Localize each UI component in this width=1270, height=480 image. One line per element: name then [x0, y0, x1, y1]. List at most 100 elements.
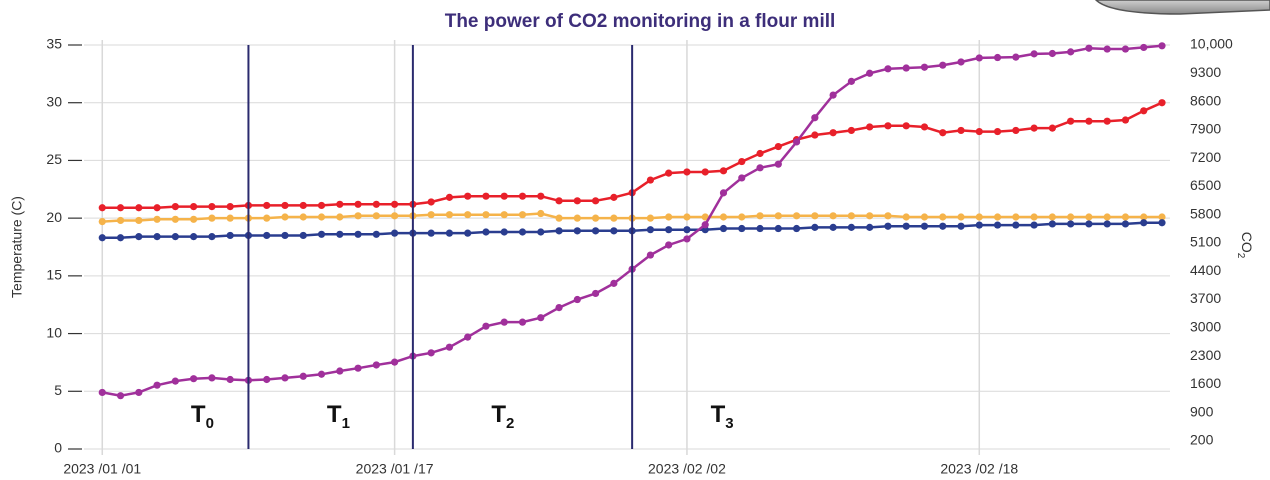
point [884, 65, 891, 72]
point [903, 64, 910, 71]
point [1049, 213, 1056, 220]
point [1085, 220, 1092, 227]
point [318, 202, 325, 209]
point [227, 376, 234, 383]
point [1012, 127, 1019, 134]
point [720, 213, 727, 220]
y-axis-label: Temperature (C) [9, 196, 25, 298]
x-tick-label: 2023 /02 /18 [940, 461, 1018, 477]
point [574, 215, 581, 222]
point [775, 143, 782, 150]
point [300, 373, 307, 380]
point [884, 223, 891, 230]
point [1067, 213, 1074, 220]
point [939, 62, 946, 69]
point [830, 212, 837, 219]
point [574, 197, 581, 204]
point [391, 212, 398, 219]
point [848, 127, 855, 134]
point [610, 280, 617, 287]
point [190, 216, 197, 223]
point [281, 232, 288, 239]
point [720, 225, 727, 232]
point [1122, 116, 1129, 123]
point [464, 211, 471, 218]
point [957, 58, 964, 65]
point [976, 128, 983, 135]
point [300, 232, 307, 239]
point [501, 193, 508, 200]
y2-axis-label-sub: 2 [1235, 253, 1246, 259]
point [720, 189, 727, 196]
point [1031, 213, 1038, 220]
point [99, 218, 106, 225]
point [428, 211, 435, 218]
grid [84, 40, 1170, 455]
point [172, 233, 179, 240]
point [976, 221, 983, 228]
point [1158, 219, 1165, 226]
point [501, 211, 508, 218]
point [519, 211, 526, 218]
y-tick-label: 25 [46, 151, 62, 167]
point [135, 204, 142, 211]
y2-tick-label: 7900 [1190, 121, 1221, 137]
point [1031, 125, 1038, 132]
point [1067, 220, 1074, 227]
point [1067, 118, 1074, 125]
point [683, 235, 690, 242]
y2-tick-label: 5800 [1190, 205, 1221, 221]
point [957, 213, 964, 220]
point [446, 230, 453, 237]
point [190, 233, 197, 240]
point [135, 233, 142, 240]
point [555, 227, 562, 234]
point [391, 230, 398, 237]
point [939, 213, 946, 220]
point [976, 213, 983, 220]
point [647, 176, 654, 183]
point [830, 224, 837, 231]
point [172, 378, 179, 385]
y-tick-label: 15 [46, 267, 62, 283]
point [848, 224, 855, 231]
point [373, 212, 380, 219]
point [994, 221, 1001, 228]
point [866, 224, 873, 231]
phase-label-text: T [327, 401, 342, 428]
phase-label-sub: 0 [206, 415, 214, 432]
point [647, 215, 654, 222]
point [1140, 219, 1147, 226]
point [135, 217, 142, 224]
point [592, 215, 599, 222]
point [300, 213, 307, 220]
point [464, 230, 471, 237]
point [994, 128, 1001, 135]
decoration [1096, 0, 1270, 14]
chart: 0510152025303520090016002300300037004400… [0, 0, 1270, 480]
point [884, 122, 891, 129]
y-tick-label: 0 [54, 440, 62, 456]
point [830, 129, 837, 136]
chart-title: The power of CO2 monitoring in a flour m… [445, 11, 836, 32]
point [1012, 54, 1019, 61]
point [373, 361, 380, 368]
point [1104, 220, 1111, 227]
phase-label: T1 [327, 401, 350, 432]
point [738, 213, 745, 220]
y2-tick-label: 3000 [1190, 319, 1221, 335]
point [117, 217, 124, 224]
point [903, 213, 910, 220]
point [354, 212, 361, 219]
point [336, 367, 343, 374]
point [428, 349, 435, 356]
point [537, 193, 544, 200]
point [482, 323, 489, 330]
point [153, 382, 160, 389]
point [1049, 220, 1056, 227]
point [957, 127, 964, 134]
y2-tick-label: 8600 [1190, 92, 1221, 108]
point [756, 164, 763, 171]
plot-area [99, 42, 1166, 449]
point [994, 213, 1001, 220]
